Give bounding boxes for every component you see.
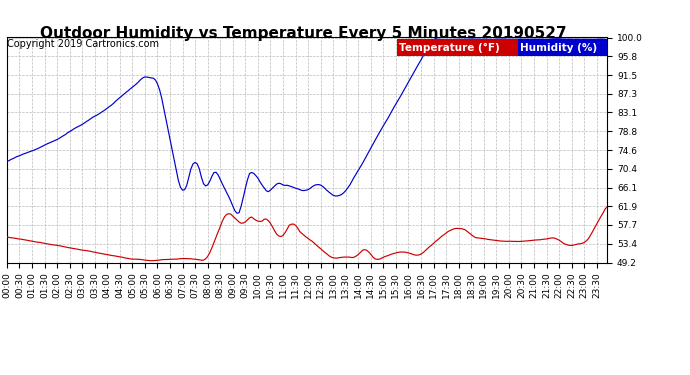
Text: Copyright 2019 Cartronics.com: Copyright 2019 Cartronics.com: [7, 39, 159, 50]
Text: Outdoor Humidity vs Temperature Every 5 Minutes 20190527: Outdoor Humidity vs Temperature Every 5 …: [40, 26, 567, 41]
Text: Humidity (%): Humidity (%): [520, 43, 597, 53]
Text: Temperature (°F): Temperature (°F): [399, 43, 500, 53]
